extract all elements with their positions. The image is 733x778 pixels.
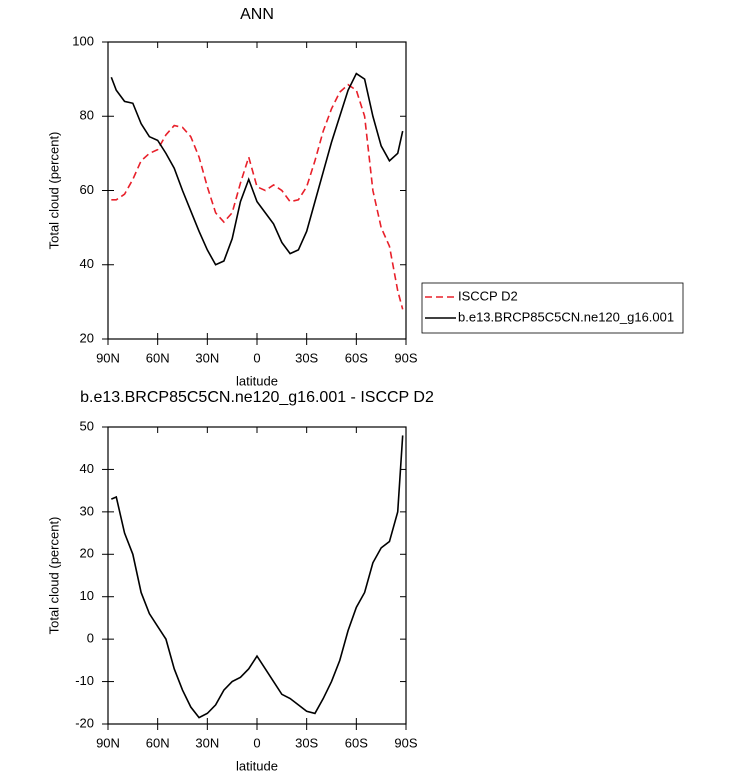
data-line [110,435,404,719]
x-tick-label: 60S [345,350,368,365]
x-tick-label: 30N [195,350,219,365]
y-tick-label: 100 [72,33,94,48]
x-tick-label: 60N [146,350,170,365]
y-tick-label: 20 [80,546,94,561]
y-tick-label: 0 [87,631,94,646]
x-tick-label: 90S [394,735,417,750]
y-tick-label: 80 [80,108,94,123]
y-tick-label: -10 [75,673,94,688]
chart-title: b.e13.BRCP85C5CN.ne120_g16.001 - ISCCP D… [80,389,434,406]
y-tick-label: 30 [80,503,94,518]
x-tick-label: 60N [146,735,170,750]
y-axis-label: Total cloud (percent) [46,517,61,635]
y-tick-label: 20 [80,330,94,345]
x-axis-label: latitude [236,758,278,773]
y-tick-label: 40 [80,256,94,271]
x-tick-label: 30S [295,735,318,750]
x-tick-label: 0 [253,350,260,365]
data-line [111,83,404,310]
x-tick-label: 90N [96,735,120,750]
x-tick-label: 60S [345,735,368,750]
y-tick-label: 50 [80,418,94,433]
y-tick-label: 60 [80,182,94,197]
plot-frame [107,41,407,340]
legend-box [421,282,684,334]
legend-label: b.e13.BRCP85C5CN.ne120_g16.001 [458,309,674,324]
y-axis-label: Total cloud (percent) [46,132,61,250]
y-tick-label: 10 [80,588,94,603]
plot-frame [107,426,407,725]
x-tick-label: 30N [195,735,219,750]
y-tick-label: -20 [75,715,94,730]
x-tick-label: 30S [295,350,318,365]
data-line [110,72,404,266]
legend-label: ISCCP D2 [458,288,518,303]
x-tick-label: 90N [96,350,120,365]
chart-title: ANN [240,6,274,23]
y-tick-label: 40 [80,461,94,476]
x-axis-label: latitude [236,373,278,388]
x-tick-label: 90S [394,350,417,365]
x-tick-label: 0 [253,735,260,750]
